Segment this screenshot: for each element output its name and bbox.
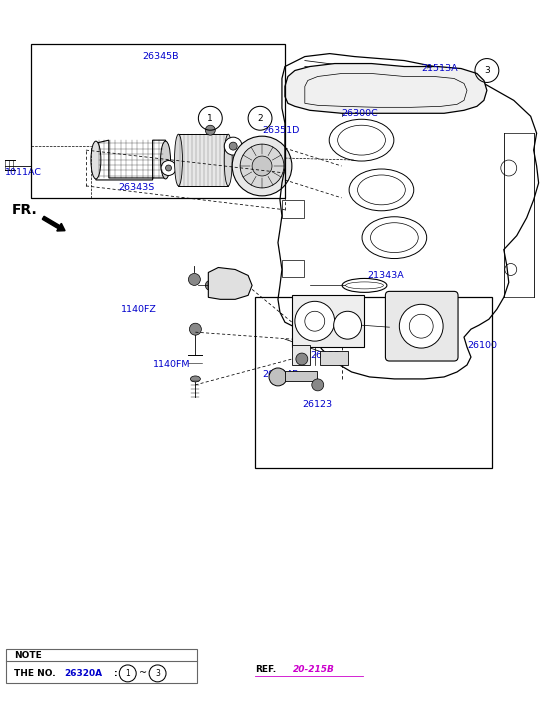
Circle shape <box>189 324 202 335</box>
Polygon shape <box>208 268 252 300</box>
Text: ~: ~ <box>139 668 147 678</box>
Bar <box>178 134 228 186</box>
Text: 26100: 26100 <box>467 340 497 350</box>
Circle shape <box>312 379 324 391</box>
Circle shape <box>205 125 215 135</box>
Text: 26141: 26141 <box>210 271 240 280</box>
Text: :: : <box>114 669 120 678</box>
Bar <box>282 200 304 218</box>
FancyArrow shape <box>42 216 65 231</box>
Circle shape <box>334 311 362 339</box>
Text: REF.: REF. <box>255 665 276 674</box>
Circle shape <box>224 137 242 155</box>
Ellipse shape <box>160 141 171 179</box>
FancyBboxPatch shape <box>385 292 458 361</box>
Text: 26343S: 26343S <box>119 183 155 193</box>
Text: 26345B: 26345B <box>143 52 179 61</box>
Text: NOTE: NOTE <box>14 651 42 660</box>
Text: 21343A: 21343A <box>367 271 404 280</box>
Circle shape <box>399 305 443 348</box>
Circle shape <box>296 353 308 365</box>
Text: 1011AC: 1011AC <box>5 169 42 177</box>
Text: 1: 1 <box>208 113 213 123</box>
Bar <box>292 345 310 365</box>
Text: 3: 3 <box>155 669 160 678</box>
Text: 26300C: 26300C <box>341 109 378 118</box>
Text: THE NO.: THE NO. <box>14 669 59 678</box>
Bar <box>282 260 304 278</box>
Text: 1140FM: 1140FM <box>153 361 190 369</box>
Bar <box>320 351 347 365</box>
Ellipse shape <box>175 134 183 186</box>
Circle shape <box>189 273 201 286</box>
Text: 26320A: 26320A <box>64 669 102 678</box>
Circle shape <box>295 301 334 341</box>
Bar <box>7 648 197 683</box>
Bar <box>255 297 492 468</box>
Ellipse shape <box>224 134 232 186</box>
Circle shape <box>165 165 171 171</box>
Circle shape <box>252 156 272 176</box>
Text: 26123: 26123 <box>302 401 332 409</box>
Circle shape <box>240 144 284 188</box>
Ellipse shape <box>190 376 201 382</box>
Circle shape <box>205 281 215 290</box>
Circle shape <box>229 142 237 150</box>
Text: 14130: 14130 <box>417 315 447 324</box>
Circle shape <box>232 136 292 196</box>
Text: 26344B: 26344B <box>262 371 299 379</box>
Text: 26122: 26122 <box>310 350 340 360</box>
Text: 2: 2 <box>257 113 263 123</box>
Bar <box>285 371 317 381</box>
Text: 21513A: 21513A <box>421 64 458 73</box>
Bar <box>31 44 285 198</box>
Circle shape <box>161 161 176 175</box>
Text: 3: 3 <box>484 66 490 75</box>
Bar <box>292 295 364 347</box>
Text: 26351D: 26351D <box>262 126 299 134</box>
Text: FR.: FR. <box>11 203 37 217</box>
Circle shape <box>269 368 287 386</box>
Ellipse shape <box>91 141 101 179</box>
Text: 1: 1 <box>125 669 130 678</box>
Text: 26113C: 26113C <box>308 310 345 320</box>
Polygon shape <box>285 63 487 113</box>
Text: 1140FZ: 1140FZ <box>121 305 157 314</box>
Text: 20-215B: 20-215B <box>293 665 335 674</box>
